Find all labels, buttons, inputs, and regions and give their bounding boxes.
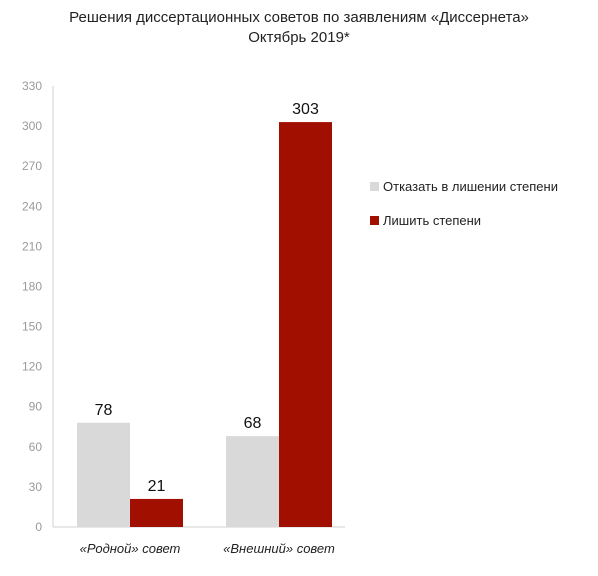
y-tick-label: 30 xyxy=(29,480,43,494)
data-label: 78 xyxy=(95,402,113,419)
legend-label: Отказать в лишении степени xyxy=(383,179,558,194)
y-tick-label: 270 xyxy=(22,159,42,173)
x-category-label: «Родной» совет xyxy=(80,541,181,556)
chart-title-line2: Октябрь 2019* xyxy=(248,29,350,46)
data-labels: 78 21 68 303 xyxy=(95,101,319,495)
x-axis: «Родной» совет «Внешний» совет xyxy=(80,541,335,556)
bar xyxy=(279,122,332,527)
y-tick-label: 300 xyxy=(22,119,42,133)
chart-title: Решения диссертационных советов по заявл… xyxy=(0,8,598,48)
legend-label: Лишить степени xyxy=(383,213,481,228)
legend-swatch xyxy=(370,182,379,191)
x-category-label: «Внешний» совет xyxy=(223,541,335,556)
y-tick-label: 90 xyxy=(29,400,43,414)
legend: Отказать в лишении степени Лишить степени xyxy=(370,179,558,228)
data-label: 68 xyxy=(244,415,262,432)
y-tick-label: 330 xyxy=(22,79,42,93)
bars xyxy=(77,122,332,527)
y-tick-label: 180 xyxy=(22,279,42,293)
y-tick-label: 150 xyxy=(22,320,42,334)
bar xyxy=(77,422,130,527)
y-tick-label: 0 xyxy=(35,520,42,534)
y-tick-label: 120 xyxy=(22,360,42,374)
y-tick-label: 60 xyxy=(29,440,43,454)
y-tick-label: 240 xyxy=(22,199,42,213)
data-label: 21 xyxy=(148,478,166,495)
y-tick-label: 210 xyxy=(22,239,42,253)
bar xyxy=(130,498,183,527)
data-label: 303 xyxy=(292,101,319,118)
bar xyxy=(226,436,279,527)
legend-swatch xyxy=(370,216,379,225)
chart-title-line1: Решения диссертационных советов по заявл… xyxy=(69,9,529,26)
